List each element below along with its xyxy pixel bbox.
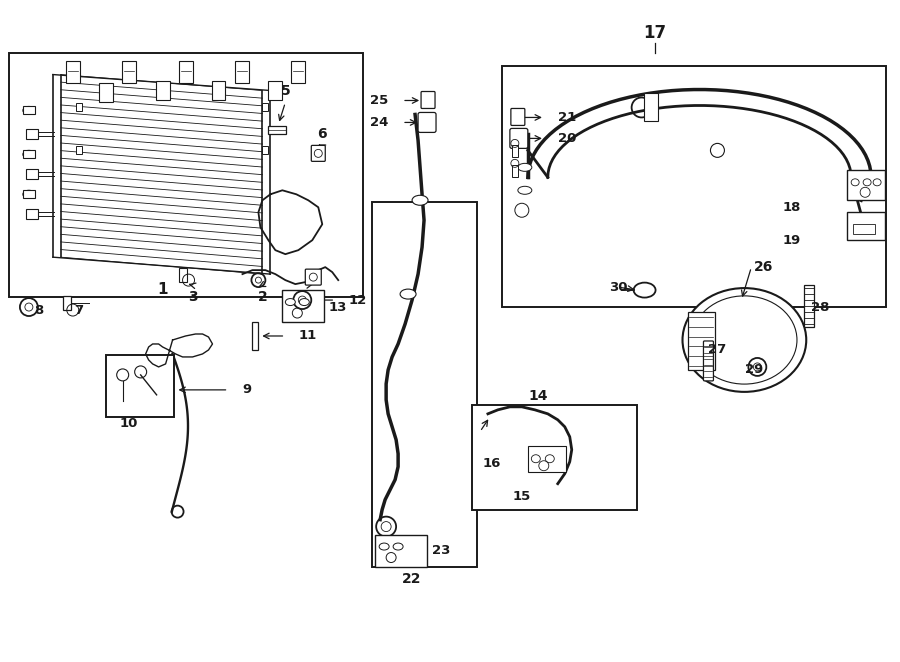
Bar [268, 126, 286, 134]
Text: 15: 15 [513, 490, 531, 502]
Text: 11: 11 [298, 330, 317, 342]
Text: 8: 8 [34, 304, 43, 317]
Bar [512, 146, 517, 158]
FancyBboxPatch shape [704, 341, 714, 381]
Text: 7: 7 [74, 304, 84, 317]
Ellipse shape [692, 296, 797, 384]
Ellipse shape [863, 179, 871, 186]
FancyBboxPatch shape [511, 109, 525, 125]
Ellipse shape [22, 107, 35, 115]
FancyBboxPatch shape [510, 128, 527, 148]
Bar [805, 285, 814, 327]
Text: 2: 2 [257, 290, 267, 304]
Bar [212, 81, 226, 101]
FancyBboxPatch shape [418, 113, 436, 132]
Bar [847, 213, 885, 240]
Bar [122, 60, 136, 83]
Ellipse shape [379, 543, 389, 550]
Bar [263, 146, 268, 154]
Text: 23: 23 [432, 544, 450, 557]
Text: 1: 1 [158, 282, 168, 297]
Ellipse shape [873, 179, 881, 186]
Bar [263, 103, 268, 111]
FancyBboxPatch shape [311, 146, 325, 162]
Text: 20: 20 [558, 132, 576, 145]
Ellipse shape [22, 190, 35, 199]
Bar [66, 60, 80, 83]
Text: 24: 24 [370, 116, 388, 129]
Ellipse shape [518, 186, 532, 194]
Text: 9: 9 [242, 383, 252, 397]
Bar [76, 103, 82, 111]
Text: 18: 18 [783, 201, 801, 214]
Ellipse shape [531, 455, 540, 463]
Ellipse shape [22, 150, 35, 158]
Bar [644, 93, 658, 121]
Text: 27: 27 [708, 344, 726, 356]
Bar [9, 52, 364, 297]
Text: 6: 6 [318, 127, 327, 142]
Ellipse shape [545, 455, 554, 463]
Text: 16: 16 [482, 457, 501, 470]
Text: 22: 22 [402, 573, 422, 587]
Text: 13: 13 [328, 301, 346, 314]
FancyBboxPatch shape [421, 91, 435, 109]
Text: 29: 29 [745, 363, 763, 377]
Ellipse shape [851, 179, 860, 186]
Text: 5: 5 [281, 83, 290, 97]
Bar [22, 190, 35, 199]
Bar [26, 209, 38, 219]
Bar [178, 268, 186, 282]
Ellipse shape [634, 283, 655, 298]
Text: 14: 14 [528, 389, 547, 403]
Bar [268, 81, 283, 101]
Text: 3: 3 [188, 290, 197, 304]
Bar [63, 296, 71, 310]
FancyBboxPatch shape [305, 269, 321, 285]
Text: 12: 12 [348, 293, 366, 307]
Bar [853, 224, 875, 234]
Bar [178, 60, 193, 83]
Bar [22, 150, 35, 158]
Bar [375, 535, 427, 567]
Text: 21: 21 [558, 111, 576, 124]
Text: 4: 4 [303, 290, 313, 304]
Bar [847, 170, 885, 201]
Text: 30: 30 [609, 281, 627, 293]
Bar [472, 405, 636, 510]
Bar [373, 203, 477, 567]
Bar [99, 83, 112, 103]
Bar [26, 130, 38, 140]
Bar [252, 322, 258, 350]
Ellipse shape [300, 299, 310, 306]
Bar [688, 312, 716, 370]
Ellipse shape [285, 299, 295, 306]
Ellipse shape [412, 195, 428, 205]
Ellipse shape [400, 289, 416, 299]
Bar [502, 66, 886, 307]
Ellipse shape [682, 288, 806, 392]
Bar [236, 60, 249, 83]
Bar [26, 169, 38, 179]
Bar [22, 107, 35, 115]
Ellipse shape [518, 164, 532, 171]
Bar [527, 446, 566, 472]
Bar [292, 60, 305, 83]
Bar [76, 146, 82, 154]
Text: 10: 10 [120, 417, 138, 430]
Bar [283, 290, 324, 322]
Bar [105, 355, 174, 417]
Ellipse shape [393, 543, 403, 550]
Text: 28: 28 [811, 301, 830, 314]
Text: 19: 19 [783, 234, 801, 247]
Text: 17: 17 [643, 24, 666, 42]
Text: 26: 26 [754, 260, 774, 274]
Bar [156, 81, 169, 101]
Bar [512, 166, 517, 177]
Text: 25: 25 [370, 94, 388, 107]
